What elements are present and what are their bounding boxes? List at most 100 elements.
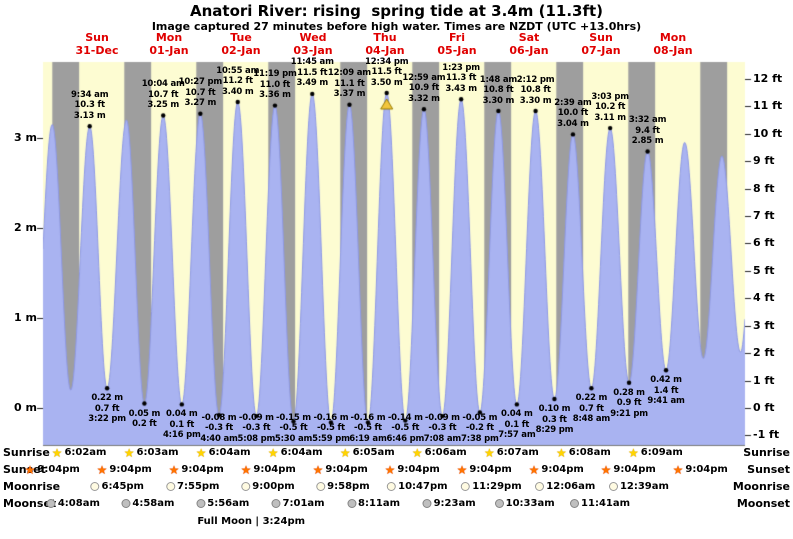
sunrise-entry: ★ 6:04am [267, 445, 323, 460]
moonrise-moon-icon [316, 482, 326, 491]
y-axis-label-m: 0 m [14, 401, 37, 414]
x-axis-day-label: Sat 06-Jan [509, 31, 549, 57]
sunset-entry: ★ 9:04pm [169, 464, 224, 476]
moonrise-moon-icon [90, 482, 100, 491]
moonrise-entry: 12:06am [535, 481, 595, 492]
sunset-row-label-left: Sunset [3, 463, 46, 476]
x-axis-day-label: Mon 01-Jan [149, 31, 189, 57]
sunset-time: 9:04pm [685, 464, 728, 475]
x-axis-day-label: Tue 02-Jan [221, 31, 261, 57]
sunset-star-icon: ★ [24, 462, 36, 477]
moonrise-moon-icon [535, 482, 545, 491]
moonset-entry: 4:08am [46, 498, 100, 509]
sunrise-time: 6:04am [208, 447, 251, 458]
x-axis-day-label: Fri 05-Jan [437, 31, 477, 57]
low-tide-label: -0.09 m -0.3 ft 5:08 pm [237, 412, 276, 444]
moonset-row-label-right: Moonset [736, 497, 790, 510]
y-axis-label-ft: 3 ft [753, 318, 775, 332]
moonrise-moon-icon [461, 482, 471, 491]
sunset-time: 9:04pm [469, 464, 512, 475]
sunset-entry: ★ 9:04pm [600, 462, 656, 477]
moonset-time: 9:23am [433, 498, 476, 509]
sunrise-star-icon: ★ [555, 445, 567, 460]
sunrise-entry: ★ 6:02am [52, 447, 107, 459]
sunset-star-icon: ★ [312, 462, 324, 477]
moonset-moon-icon [494, 499, 504, 508]
moonset-time: 4:08am [57, 498, 100, 509]
y-axis-label-ft: 1 ft [753, 373, 775, 387]
moonrise-entry: 6:45pm [90, 481, 144, 492]
sunrise-entry: ★ 6:08am [555, 445, 611, 460]
high-tide-label: 10:55 am 11.2 ft 3.40 m [216, 65, 260, 97]
sunrise-star-icon: ★ [483, 445, 495, 460]
sunset-star-icon: ★ [600, 462, 612, 477]
moonrise-time: 12:06am [546, 481, 596, 492]
moonrise-entry: 10:47pm [387, 481, 448, 492]
high-tide-label: 2:39 am 10.0 ft 3.04 m [554, 97, 592, 129]
low-tide-label: 0.04 m 0.1 ft 4:16 pm [162, 409, 201, 441]
sunrise-time: 6:02am [64, 447, 107, 458]
moonset-time: 7:01am [282, 498, 325, 509]
low-tide-label: -0.09 m -0.3 ft 7:08 am [423, 412, 462, 444]
low-tide-label: -0.05 m -0.2 ft 7:38 pm [461, 412, 499, 444]
high-tide-label: 12:59 am 10.9 ft 3.32 m [402, 72, 446, 104]
sunset-star-icon: ★ [240, 462, 252, 477]
moonset-entry: 7:01am [271, 498, 325, 509]
sunset-time: 9:04pm [37, 464, 80, 475]
low-tide-label: 0.28 m 0.9 ft 9:21 pm [610, 387, 648, 419]
moonset-entry: 5:56am [196, 498, 249, 509]
sunset-star-icon: ★ [456, 462, 468, 477]
moonset-moon-icon [271, 499, 281, 508]
moonrise-time: 9:58pm [327, 481, 370, 492]
sunrise-time: 6:04am [280, 447, 323, 458]
sunrise-star-icon: ★ [267, 445, 279, 460]
moonset-time: 8:11am [358, 498, 401, 509]
moonset-time: 11:41am [581, 498, 631, 509]
moonrise-time: 12:39am [619, 481, 669, 492]
sunset-time: 9:04pm [109, 464, 152, 475]
y-axis-label-ft: 9 ft [753, 154, 775, 168]
moonrise-moon-icon [608, 482, 618, 491]
sunrise-entry: ★ 6:07am [483, 445, 539, 460]
sunset-time: 9:04pm [397, 464, 440, 475]
high-tide-label: 3:32 am 9.4 ft 2.85 m [628, 115, 667, 146]
page-subtitle: Image captured 27 minutes before high wa… [151, 20, 642, 33]
moonrise-entry: 12:39am [608, 481, 669, 492]
sunrise-entry: ★ 6:03am [123, 445, 179, 460]
moonset-entry: 8:11am [347, 498, 400, 509]
y-axis-label-ft: 7 ft [753, 208, 775, 222]
sunrise-star-icon: ★ [123, 445, 135, 460]
y-axis-label-ft: 0 ft [753, 401, 775, 414]
moonrise-entry: 11:29pm [461, 481, 522, 492]
moonrise-entry: 7:55pm [166, 481, 219, 492]
y-axis-label-ft: 10 ft [753, 126, 783, 140]
moonset-moon-icon [347, 499, 357, 508]
y-axis-label-ft: 6 ft [753, 236, 775, 250]
sunset-time: 9:04pm [181, 464, 224, 475]
moonrise-row-label-left: Moonrise [3, 480, 61, 493]
sunset-time: 9:04pm [253, 464, 296, 475]
x-axis-day-label: Thu 04-Jan [365, 31, 405, 57]
moonset-row-label-left: Moonset [3, 497, 57, 510]
high-tide-label: 1:48 am 10.8 ft 3.30 m [479, 74, 518, 106]
sunrise-entry: ★ 6:09am [628, 447, 683, 459]
sunrise-row-label-right: Sunrise [743, 446, 790, 459]
sunset-entry: ★ 9:04pm [240, 462, 296, 477]
high-tide-label: 10:27 pm 10.7 ft 3.27 m [178, 77, 223, 109]
sunset-entry: ★ 9:04pm [385, 464, 440, 476]
high-tide-label: 9:34 am 10.3 ft 3.13 m [71, 89, 109, 121]
y-axis-label-ft: 2 ft [753, 346, 775, 360]
low-tide-label: -0.15 m -0.5 ft 5:30 am [274, 412, 313, 444]
low-tide-label: 0.22 m 0.7 ft 8:48 am [572, 393, 611, 425]
full-moon-label: Full Moon | 3:24pm [197, 516, 306, 527]
moonrise-moon-icon [241, 482, 251, 491]
moonset-moon-icon [121, 499, 131, 508]
moonrise-entry: 9:58pm [316, 481, 370, 492]
y-axis-label-ft: -1 ft [753, 428, 780, 442]
x-axis-day-label: Mon 08-Jan [653, 31, 693, 57]
moonrise-moon-icon [387, 482, 397, 491]
moonset-entry: 9:23am [422, 498, 476, 509]
sunrise-time: 6:06am [424, 447, 467, 458]
y-axis-label-m: 1 m [14, 311, 37, 324]
